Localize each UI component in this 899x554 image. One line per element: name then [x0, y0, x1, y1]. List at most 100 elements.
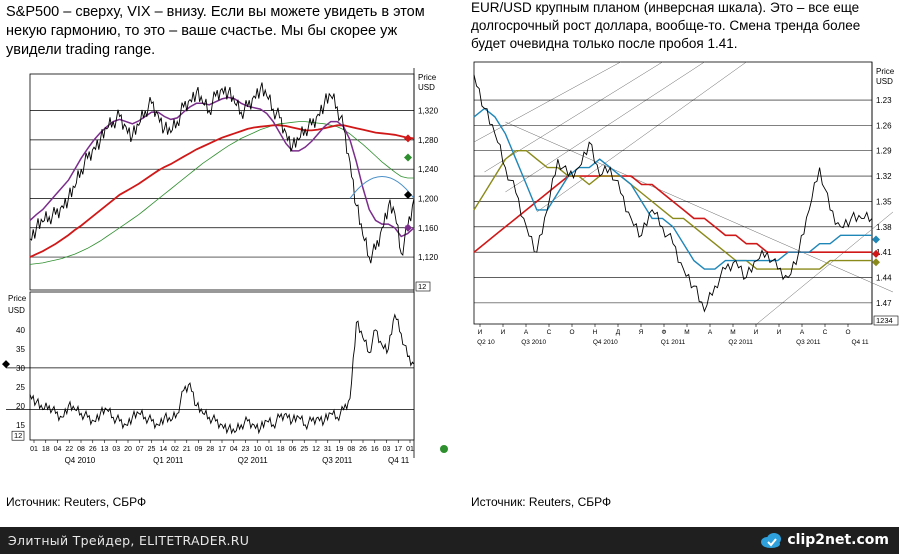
sp500-unit-usd: USD [418, 83, 435, 92]
eurusd-month-label: М [730, 329, 735, 336]
eurusd-tick-label: 1.38 [876, 223, 892, 232]
sp500-tick-label: 1,160 [418, 224, 439, 233]
x-day-label: 25 [300, 446, 308, 453]
x-day-label: 26 [89, 446, 97, 453]
x-day-label: 25 [148, 446, 156, 453]
x-day-label: 17 [394, 446, 402, 453]
x-day-label: 04 [54, 446, 62, 453]
eurusd-ma-line-1 [473, 107, 872, 270]
sp500-plot-area [29, 73, 415, 291]
eurusd-period-label: Q1 2011 [661, 339, 686, 346]
eurusd-badge: 1234 [876, 316, 893, 325]
eurusd-month-label: А [800, 329, 805, 336]
x-day-label: 19 [336, 446, 344, 453]
x-day-label: 01 [406, 446, 414, 453]
eurusd-badge-box [873, 315, 899, 326]
vix-tick-label: 40 [16, 326, 25, 335]
x-day-label: 17 [218, 446, 226, 453]
vix-unit-usd: USD [8, 306, 25, 315]
eurusd-month-label: Я [639, 329, 644, 336]
x-day-label: 21 [183, 446, 191, 453]
eurusd-trend-line [505, 121, 894, 293]
eurusd-tick-label: 1.26 [876, 121, 892, 130]
x-day-label: 31 [324, 446, 332, 453]
x-day-label: 26 [359, 446, 367, 453]
x-day-label: 02 [171, 446, 179, 453]
eurusd-month-label: Н [593, 329, 598, 336]
x-day-label: 04 [230, 446, 238, 453]
vix-tick-label: 25 [16, 383, 25, 392]
eurusd-month-label: И [754, 329, 759, 336]
x-day-label: 18 [277, 446, 285, 453]
eurusd-trend-line [473, 61, 621, 143]
footer-bar: Элитный Трейдер, ELITETRADER.RU clip2net… [0, 527, 899, 554]
right-caption: EUR/USD крупным планом (инверсная шкала)… [471, 0, 861, 51]
x-day-label: 10 [253, 446, 261, 453]
eurusd-plot-area [473, 61, 873, 325]
eurusd-unit-usd: USD [876, 77, 893, 86]
eurusd-month-label: М [684, 329, 689, 336]
left-caption: S&P500 – сверху, VIX – внизу. Если вы мо… [6, 4, 425, 58]
sp500-tick-label: 1,200 [418, 194, 439, 203]
eurusd-period-label: Q2 2011 [728, 339, 753, 346]
green-dot-marker [440, 445, 448, 453]
eurusd-trend-line [536, 61, 747, 213]
eurusd-unit-price: Price [876, 67, 895, 76]
sp500-tick-label: 1,320 [418, 107, 439, 116]
sp500-marker [404, 153, 412, 162]
eurusd-period-label: Q2 10 [477, 339, 495, 346]
x-day-label: 06 [289, 446, 297, 453]
x-day-label: 08 [77, 446, 85, 453]
eurusd-marker [872, 235, 880, 244]
vix-tick-label: 20 [16, 402, 25, 411]
sp500-marker [404, 134, 412, 143]
x-day-label: 09 [195, 446, 203, 453]
eurusd-period-label: Q4 2010 [593, 339, 618, 346]
left-source: Источник: Reuters, СБРФ [6, 495, 147, 509]
x-period-label: Q4 2010 [65, 456, 96, 465]
eurusd-tick-label: 1.29 [876, 147, 892, 156]
x-day-label: 01 [30, 446, 38, 453]
x-day-label: 28 [206, 446, 214, 453]
eurusd-month-label: О [569, 329, 574, 336]
clip2net-logo[interactable]: clip2net.com [759, 529, 889, 551]
eurusd-tick-label: 1.32 [876, 172, 892, 181]
vix-badge: 12 [14, 431, 22, 440]
eurusd-tick-label: 1.23 [876, 96, 892, 105]
x-day-label: 22 [65, 446, 73, 453]
sp500-ma-line-3 [29, 121, 414, 265]
sp500-tick-label: 1,240 [418, 165, 439, 174]
eurusd-month-label: А [708, 329, 713, 336]
eurusd-month-label: И [777, 329, 782, 336]
eurusd-price-line [473, 74, 873, 313]
x-period-label: Q1 2011 [153, 456, 184, 465]
eurusd-tick-label: 1.44 [876, 274, 892, 283]
x-day-label: 03 [383, 446, 391, 453]
eurusd-period-label: Q3 2010 [521, 339, 546, 346]
eurusd-tick-label: 1.41 [876, 248, 892, 257]
sp500-price-line [29, 82, 415, 264]
sp500-badge: 12 [418, 282, 426, 291]
cloud-icon [761, 533, 782, 548]
vix-marker [2, 360, 10, 369]
eurusd-period-label: Q3 2011 [796, 339, 821, 346]
x-day-label: 08 [347, 446, 355, 453]
vix-plot-area [29, 291, 415, 441]
footer-title: Элитный Трейдер, ELITETRADER.RU [8, 533, 250, 548]
eurusd-month-label: Д [616, 329, 621, 336]
vix-tick-label: 30 [16, 364, 25, 373]
sp500-vix-chart: 1,3201,2801,2401,2001,1601,120PriceUSD12… [2, 68, 448, 465]
x-day-label: 18 [42, 446, 50, 453]
x-period-label: Q4 11 [388, 456, 410, 465]
eurusd-month-label: С [823, 329, 828, 336]
eurusd-tick-label: 1.35 [876, 197, 892, 206]
x-day-label: 23 [242, 446, 250, 453]
sp500-tick-label: 1,280 [418, 136, 439, 145]
x-day-label: 20 [124, 446, 132, 453]
sp500-marker [404, 223, 412, 232]
x-day-label: 14 [159, 446, 167, 453]
vix-line [29, 313, 415, 435]
vix-badge-box [11, 430, 25, 441]
x-day-label: 07 [136, 446, 144, 453]
eurusd-period-label: Q4 11 [851, 339, 869, 346]
